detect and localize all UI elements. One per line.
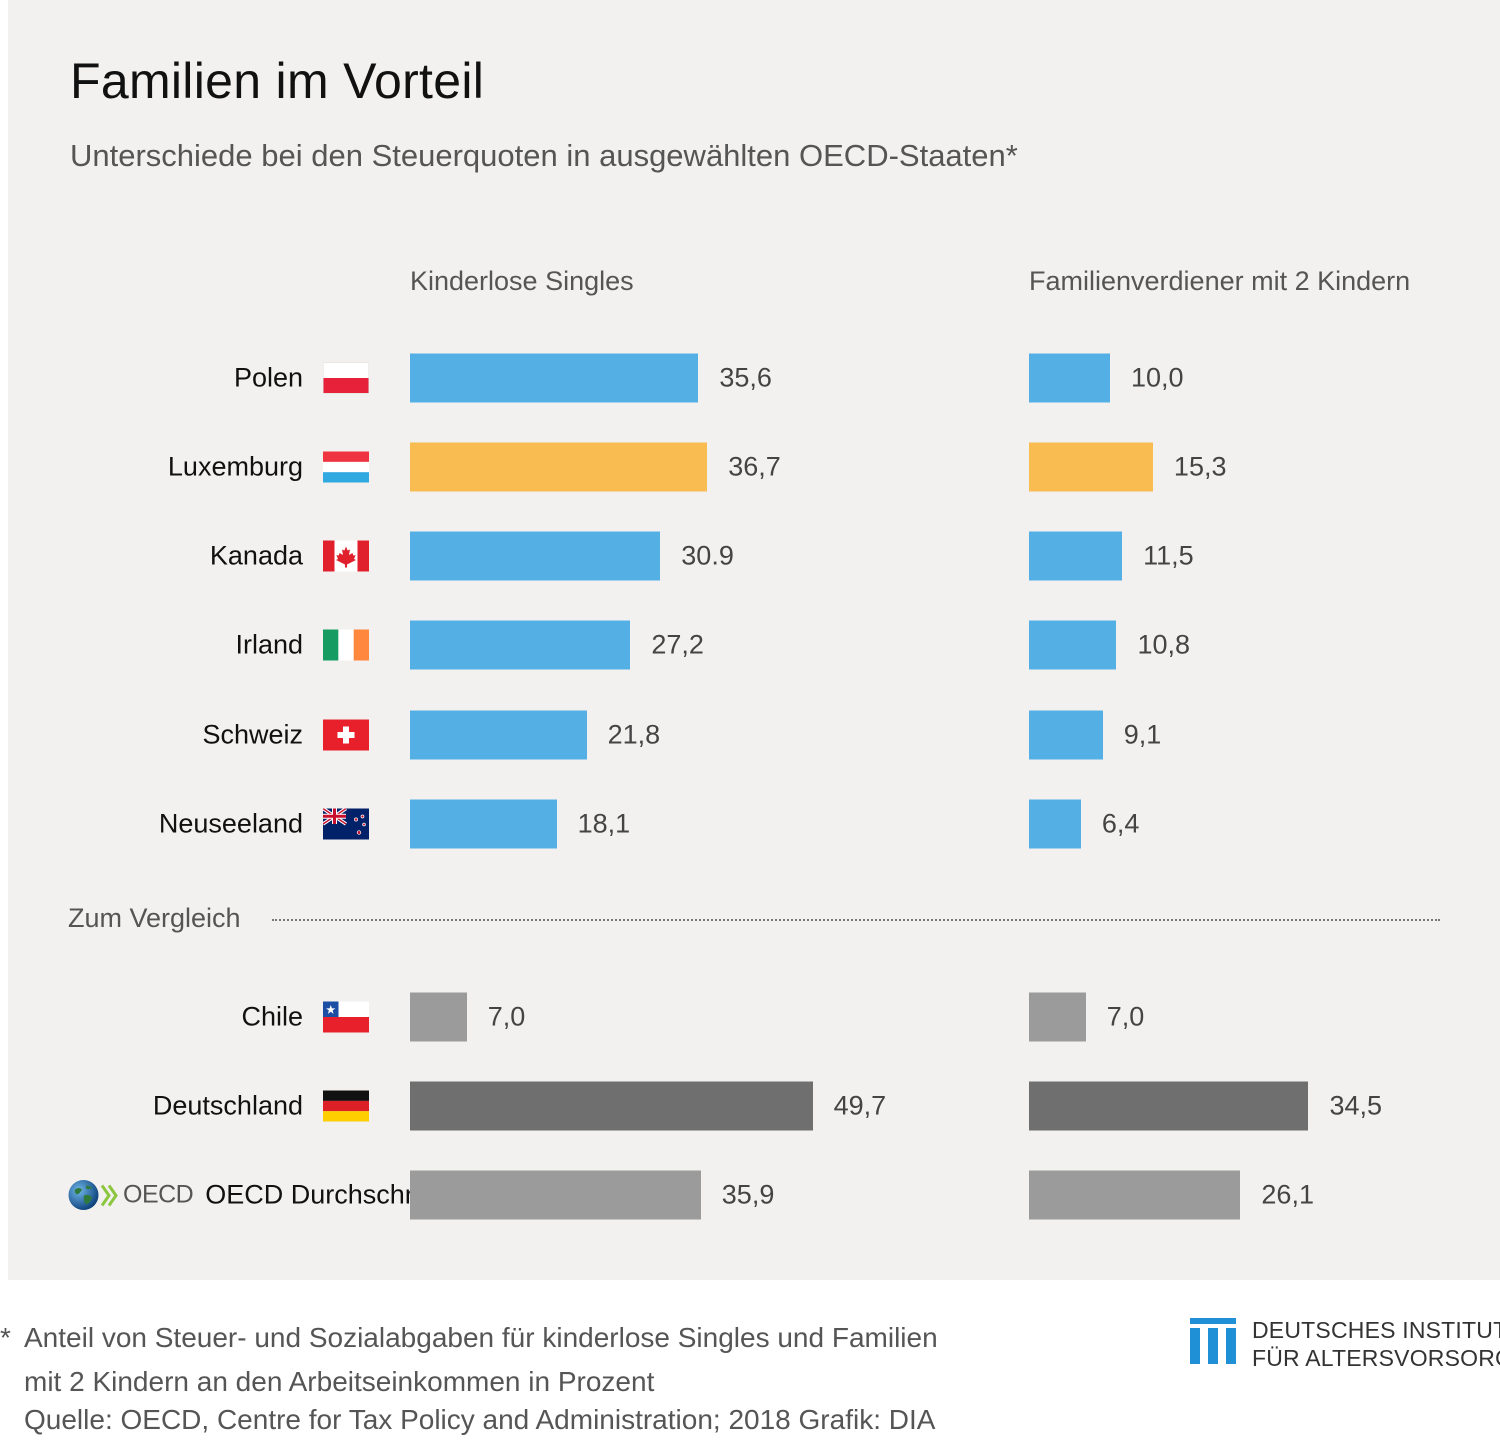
germany-flag-icon [323, 1090, 369, 1122]
footnote-line-1: Anteil von Steuer- und Sozialabgaben für… [24, 1322, 938, 1353]
bar-singles [410, 531, 661, 581]
bar-families [1029, 710, 1103, 760]
row-label: Neuseeland [158, 808, 303, 839]
ireland-flag-icon [323, 629, 369, 661]
chart-panel [8, 0, 1500, 1280]
bar-families [1029, 442, 1153, 492]
switzerland-flag-icon [323, 719, 369, 751]
value-label-singles: 30.9 [681, 540, 734, 571]
row-label: Luxemburg [167, 451, 303, 482]
chile-flag-icon [323, 1001, 369, 1033]
row-label: Irland [235, 629, 303, 660]
row-label: Deutschland [152, 1090, 303, 1121]
comparison-section-label: Zum Vergleich [68, 903, 241, 933]
bar-families [1029, 992, 1086, 1042]
value-label-families: 10,8 [1137, 629, 1191, 660]
row-label: Schweiz [202, 719, 303, 750]
oecd-logo: OECD OECD Durchschnitt [68, 1180, 441, 1211]
oecd-chevron-icon [100, 1184, 118, 1206]
dia-logo-icon [1190, 1318, 1236, 1369]
value-label-singles: 36,7 [728, 451, 781, 482]
value-label-families: 6,4 [1101, 808, 1140, 839]
value-label-singles: 35,6 [719, 362, 772, 393]
bar-families [1029, 531, 1123, 581]
chart-title: Familien im Vorteil [70, 53, 485, 109]
column-header-singles: Kinderlose Singles [410, 266, 634, 296]
bar-singles [410, 710, 587, 760]
bar-singles [410, 353, 699, 403]
bar-families [1029, 1081, 1309, 1131]
value-label-families: 26,1 [1261, 1179, 1314, 1210]
value-label-singles: 49,7 [833, 1090, 887, 1121]
poland-flag-icon [323, 362, 369, 394]
chart-subtitle: Unterschiede bei den Steuerquoten in aus… [70, 138, 1018, 173]
value-label-singles: 7,0 [487, 1001, 526, 1032]
luxembourg-flag-icon [323, 451, 369, 483]
row-label: OECD Durchschnitt [205, 1179, 441, 1210]
oecd-wordmark: OECD [123, 1180, 194, 1209]
bar-families [1029, 1170, 1241, 1220]
row-label: Polen [233, 362, 303, 393]
new-zealand-flag-icon [323, 808, 369, 840]
value-label-families: 11,5 [1143, 540, 1194, 571]
bar-singles [410, 799, 557, 849]
value-label-families: 7,0 [1106, 1001, 1145, 1032]
row-label: Kanada [209, 540, 303, 571]
dia-logo-text: DEUTSCHES INSTITUT FÜR ALTERSVORSORGE [1252, 1316, 1500, 1372]
value-label-families: 34,5 [1329, 1090, 1382, 1121]
footnote-line-2: mit 2 Kindern an den Arbeitseinkommen in… [24, 1366, 655, 1397]
canada-flag-icon [323, 540, 369, 572]
footnote-asterisk: * [0, 1322, 11, 1353]
column-header-families: Familienverdiener mit 2 Kindern [1029, 266, 1411, 296]
row-label: Chile [241, 1001, 303, 1032]
bar-singles [410, 992, 467, 1042]
bar-singles [410, 1170, 701, 1220]
comparison-divider [272, 919, 1440, 921]
value-label-families: 9,1 [1123, 719, 1162, 750]
value-label-singles: 21,8 [607, 719, 661, 750]
dia-logo-line-1: DEUTSCHES INSTITUT [1252, 1317, 1500, 1343]
value-label-singles: 35,9 [721, 1179, 775, 1210]
bar-singles [410, 1081, 813, 1131]
value-label-families: 10,0 [1131, 362, 1184, 393]
value-label-singles: 18,1 [577, 808, 631, 839]
bar-families [1029, 353, 1110, 403]
source-note: Quelle: OECD, Centre for Tax Policy and … [24, 1404, 936, 1435]
bar-families [1029, 620, 1117, 670]
oecd-globe-icon [68, 1180, 99, 1210]
value-label-families: 15,3 [1173, 451, 1227, 482]
value-label-singles: 27,2 [651, 629, 704, 660]
bar-families [1029, 799, 1081, 849]
bar-singles [410, 442, 708, 492]
bar-singles [410, 620, 631, 670]
dia-logo-line-2: FÜR ALTERSVORSORGE [1252, 1345, 1500, 1371]
